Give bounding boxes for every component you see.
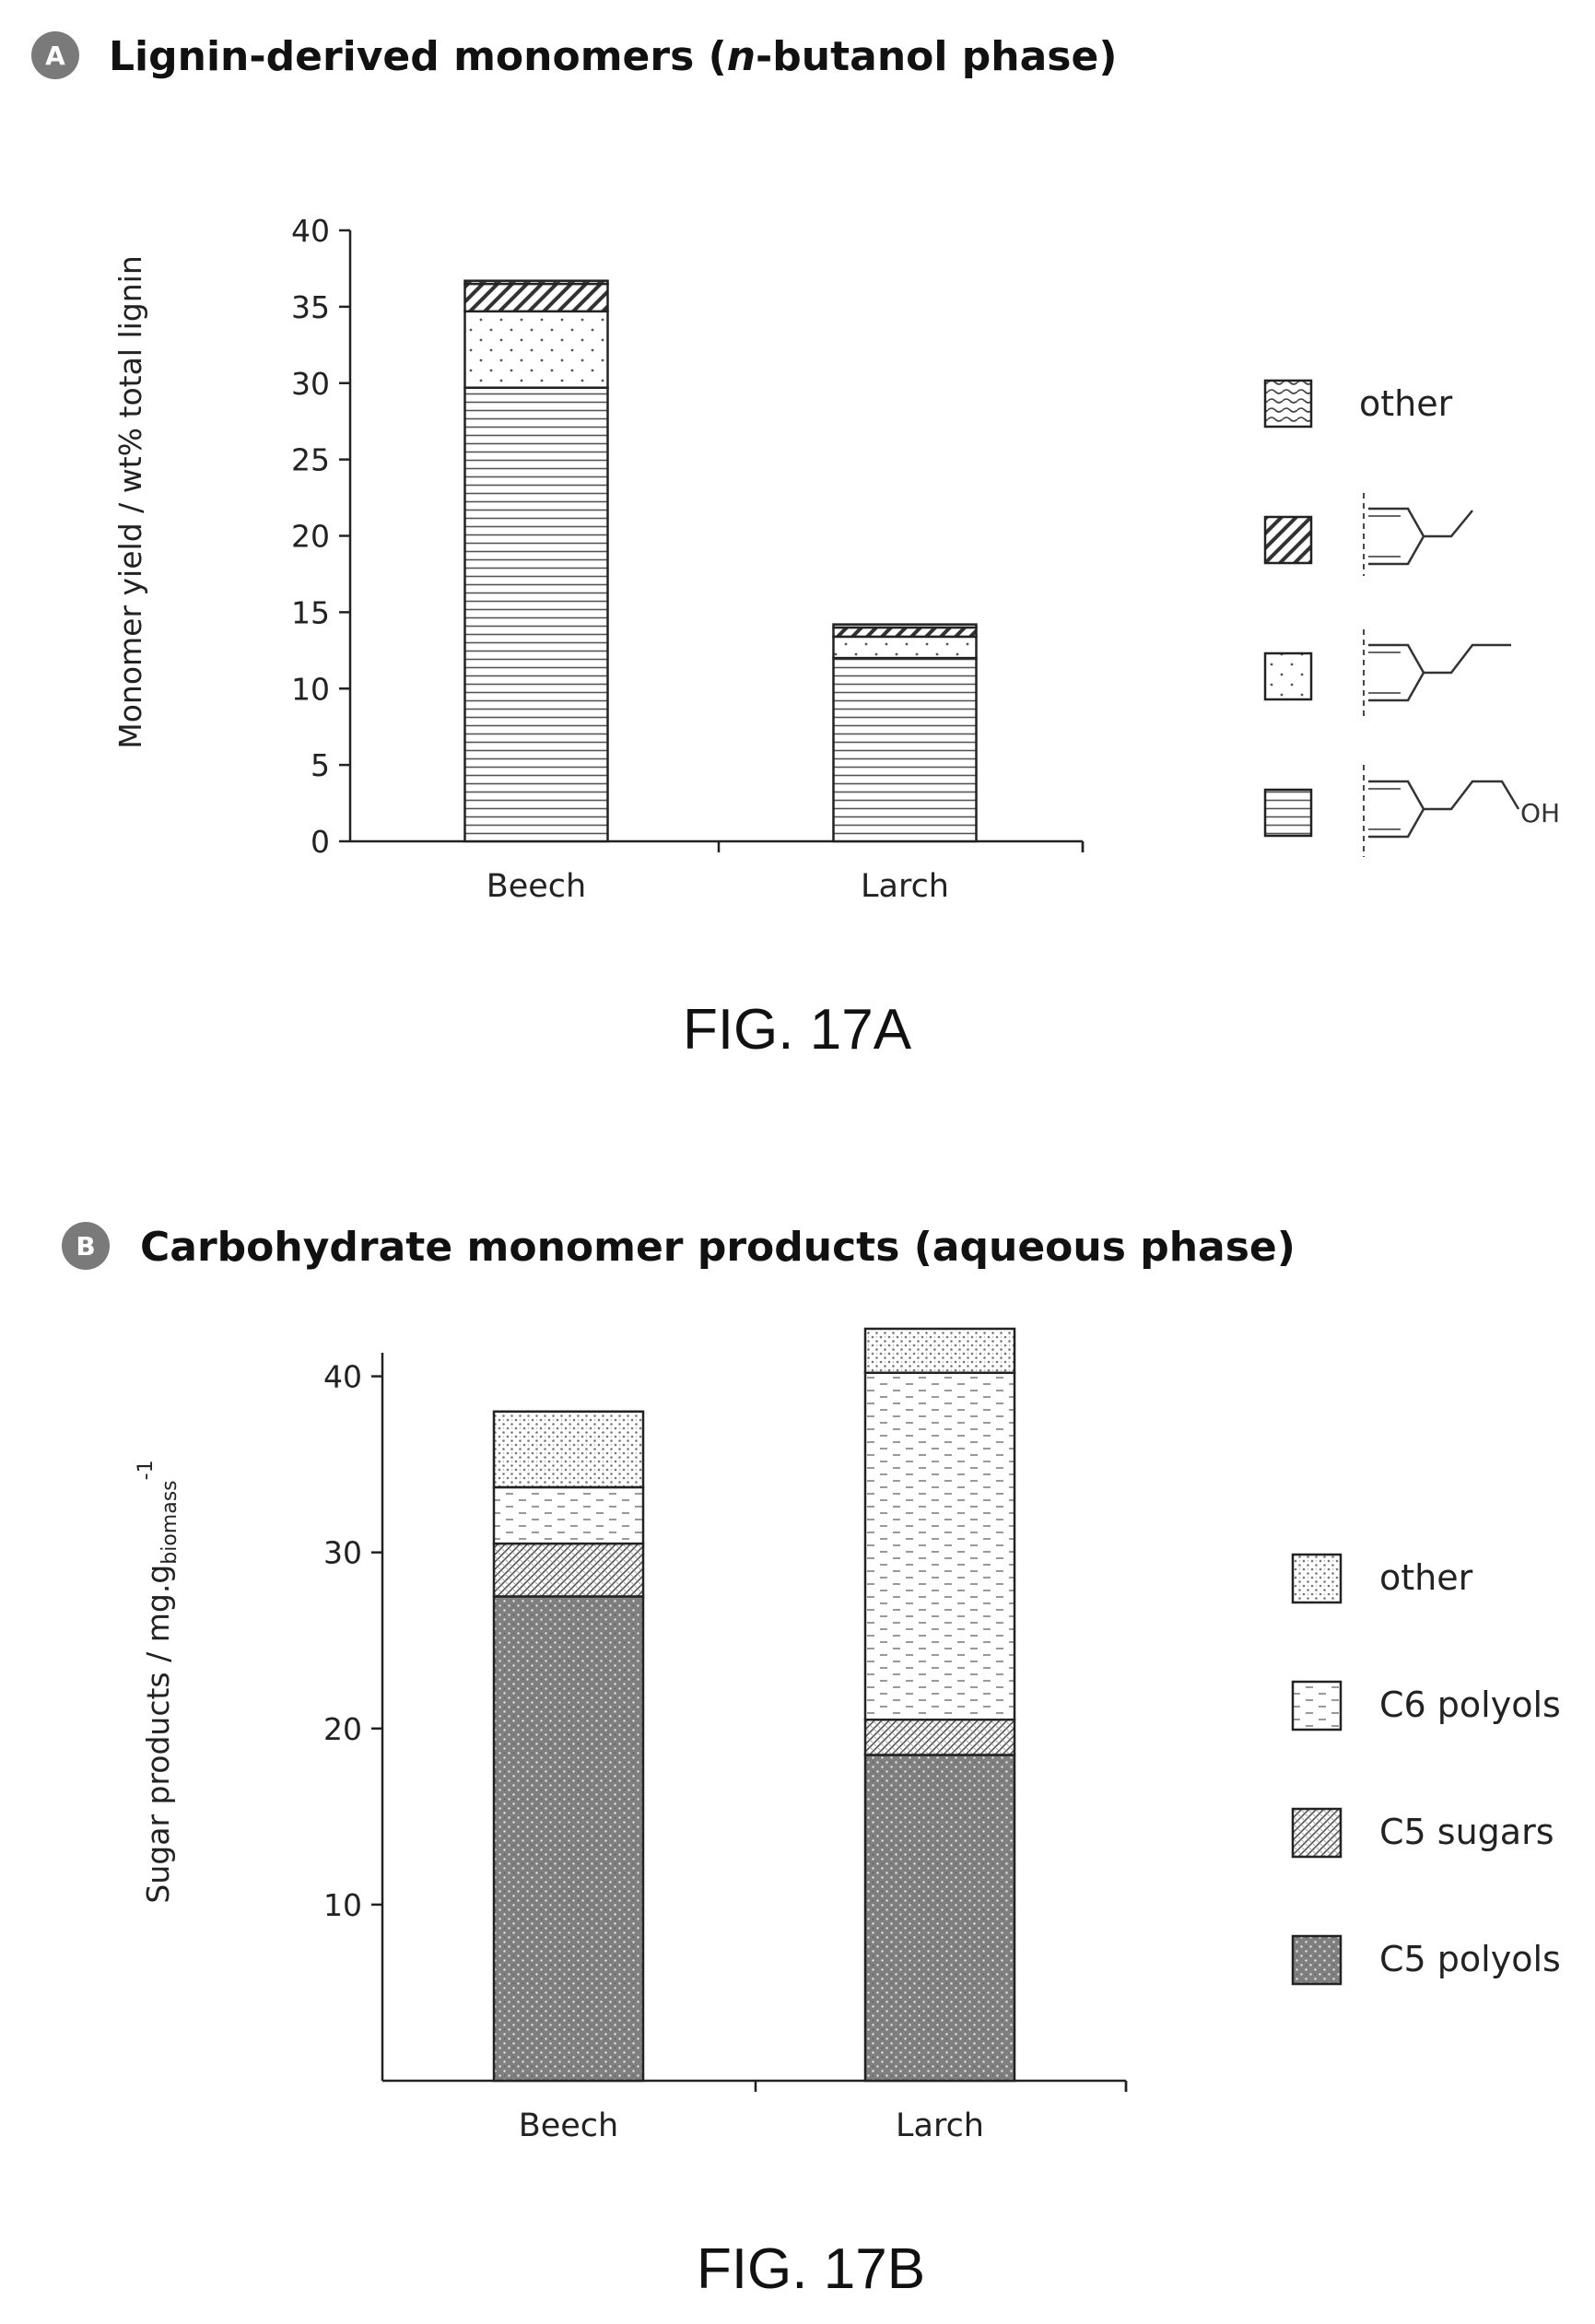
y-tick-label: 25 <box>291 442 330 478</box>
legend-b-label-other: other <box>1379 1557 1473 1598</box>
chart-b: 10 20 30 40 Beech Larch Sugar products / mg.g… <box>135 1327 1128 2144</box>
chart-b-axes: 10 20 30 40 Beech Larch <box>323 1353 1128 2144</box>
y-tick-label: 35 <box>291 289 330 325</box>
y-tick-label: 0 <box>311 824 330 860</box>
panel-b-badge-label: B <box>76 1231 95 1262</box>
legend-a-swatch-other <box>1263 379 1313 428</box>
y-tick-label: 40 <box>291 213 330 249</box>
legend-a-label-other: other <box>1359 383 1453 424</box>
bar-larch-series-3 <box>863 1327 1016 1374</box>
bar-larch-series-2 <box>832 626 978 639</box>
panel-a-badge <box>31 31 79 79</box>
chart-b-bars <box>492 1327 1016 2083</box>
bar-beech-series-0 <box>492 1595 645 2083</box>
chart-b-y-label-main: Sugar products / mg.g <box>140 1565 176 1904</box>
chart-b-y-label-sup: -1 <box>135 1460 158 1480</box>
legend-b-swatch-other <box>1291 1553 1343 1604</box>
chart-a-bars <box>463 279 978 843</box>
bar-beech-series-2 <box>463 282 609 313</box>
y-tick-label: 5 <box>311 747 330 783</box>
legend-a-swatch-propyl <box>1263 651 1313 701</box>
y-tick-label: 15 <box>291 594 330 630</box>
bar-beech-series-3 <box>463 279 609 286</box>
legend-b-swatch-c5-sugars <box>1291 1807 1343 1859</box>
chart-a-y-axis-label: Monomer yield / wt% total lignin <box>112 255 148 749</box>
panel-a-title: Lignin-derived monomers (n-butanol phase… <box>109 33 1117 80</box>
bar-beech-series-3 <box>492 1410 645 1489</box>
bar-larch-series-1 <box>863 1718 1016 1756</box>
bar-larch-series-0 <box>863 1754 1016 2083</box>
bar-beech-series-0 <box>463 386 609 843</box>
chart-a-axes: 0 5 10 15 20 25 30 35 40 Beech Larch <box>291 213 1085 905</box>
y-tick-label: 10 <box>323 1887 362 1923</box>
chart-a-legend: other OH <box>1263 379 1560 857</box>
y-tick-label: 20 <box>291 519 330 555</box>
x-category-label-larch: Larch <box>896 2107 984 2144</box>
propanol-structure-icon <box>1363 765 1520 857</box>
bar-larch-series-1 <box>832 635 978 660</box>
y-tick-label: 30 <box>323 1535 362 1571</box>
chart-b-legend: other C6 polyols C5 sugars C5 polyols <box>1291 1553 1561 1986</box>
y-tick-label: 30 <box>291 366 330 402</box>
y-tick-label: 40 <box>323 1359 362 1395</box>
legend-b-swatch-c5-polyols <box>1291 1934 1343 1986</box>
x-category-label-larch: Larch <box>861 868 949 905</box>
legend-b-label-c5-polyols: C5 polyols <box>1379 1939 1561 1979</box>
legend-b-swatch-c6-polyols <box>1291 1680 1343 1731</box>
propyl-structure-icon <box>1363 629 1511 717</box>
panel-b-badge <box>62 1222 110 1270</box>
fig-17a-caption: FIG. 17A <box>683 998 912 1062</box>
chart-b-y-label-sub: biomass <box>158 1480 182 1564</box>
fig-17b-caption: FIG. 17B <box>697 2237 925 2301</box>
ethyl-structure-icon <box>1363 493 1473 576</box>
bar-larch-series-3 <box>832 623 978 629</box>
bar-beech-series-2 <box>492 1485 645 1545</box>
panel-b: B Carbohydrate monomer products (aqueous… <box>62 1222 1561 2301</box>
chart-b-y-axis-label: Sugar products / mg.gbiomass-1 <box>135 1460 182 1903</box>
bar-larch-series-0 <box>832 656 978 843</box>
legend-a-swatch-propanol <box>1263 788 1313 838</box>
panel-b-title: Carbohydrate monomer products (aqueous p… <box>140 1224 1296 1271</box>
chart-a: 0 5 10 15 20 25 30 35 40 Beech Larch Monomer yield… <box>112 213 1085 905</box>
panel-a-badge-label: A <box>45 41 65 71</box>
panel-a-title-part1: Lignin-derived monomers ( <box>109 33 727 80</box>
panel-a-title-italic: n <box>727 33 756 80</box>
y-tick-label: 10 <box>291 671 330 707</box>
panel-a-title-part2: -butanol phase) <box>756 33 1117 80</box>
y-tick-label: 20 <box>323 1711 362 1747</box>
panel-a: A Lignin-derived monomers (n-butanol pha… <box>31 31 1560 1062</box>
x-category-label-beech: Beech <box>487 868 587 905</box>
x-category-label-beech: Beech <box>519 2107 619 2144</box>
bar-beech-series-1 <box>492 1542 645 1598</box>
legend-a-swatch-ethyl <box>1263 515 1313 565</box>
legend-b-label-c6-polyols: C6 polyols <box>1379 1684 1561 1725</box>
oh-label: OH <box>1520 798 1560 828</box>
legend-b-label-c5-sugars: C5 sugars <box>1379 1812 1554 1852</box>
bar-larch-series-2 <box>863 1371 1016 1721</box>
bar-beech-series-1 <box>463 310 609 389</box>
